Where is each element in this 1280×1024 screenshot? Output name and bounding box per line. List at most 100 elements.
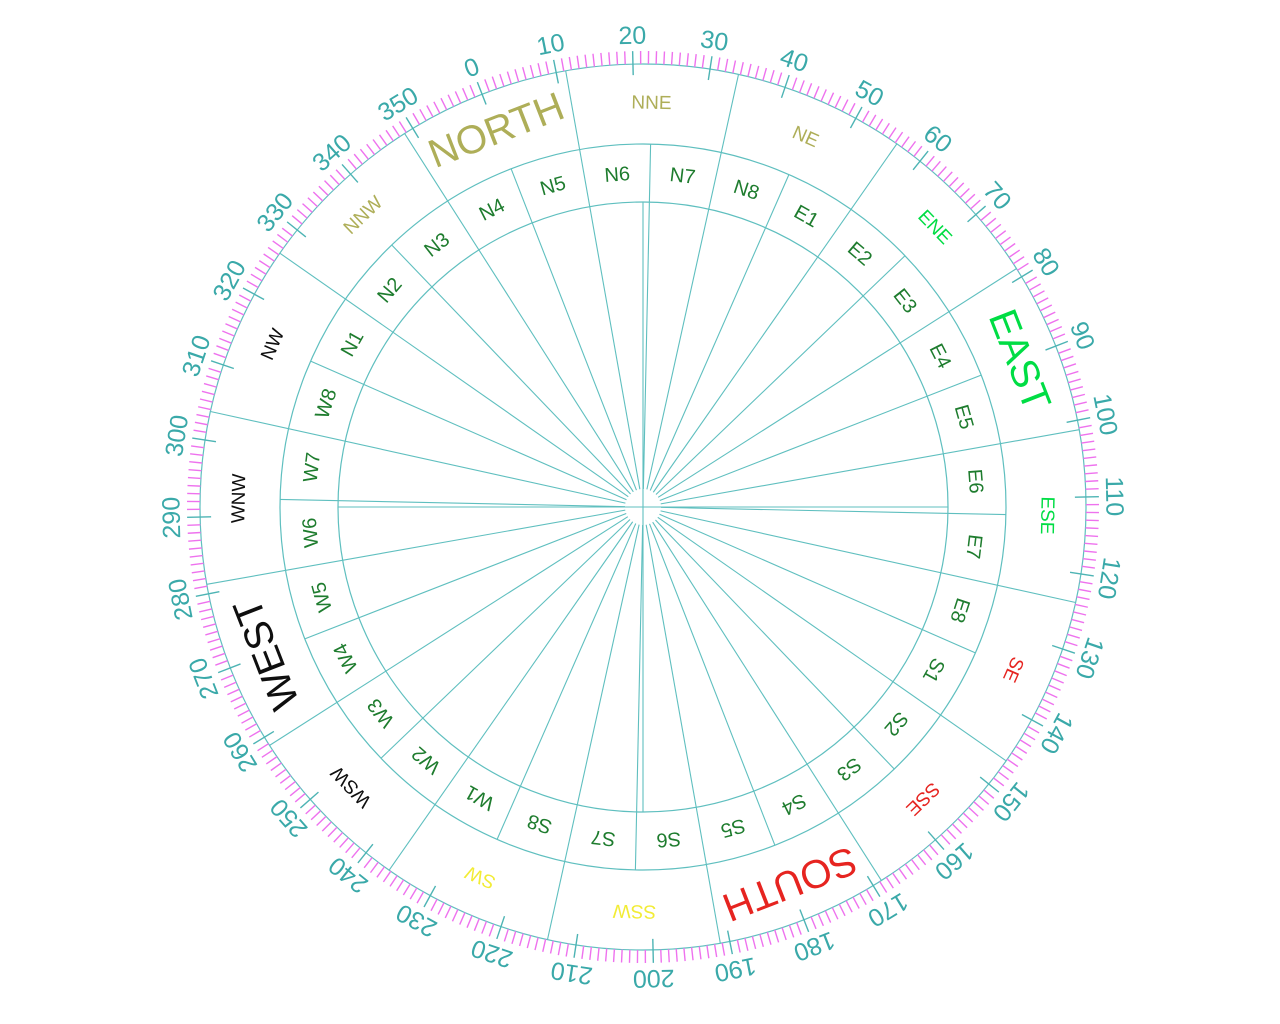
spoke (642, 144, 652, 490)
minor-tick (1060, 355, 1074, 362)
sector-label-s4: S4 (778, 789, 810, 820)
minor-tick (1081, 440, 1095, 444)
minor-tick (1025, 276, 1038, 285)
minor-tick (841, 99, 849, 112)
minor-tick (616, 51, 619, 65)
minor-tick (885, 876, 894, 889)
minor-tick (1070, 385, 1084, 391)
spoke (206, 509, 626, 585)
minor-tick (481, 921, 488, 934)
major-tick (217, 663, 241, 674)
minor-tick (514, 69, 520, 83)
minor-tick (382, 870, 392, 883)
minor-tick (852, 896, 860, 909)
sector-label-s1: S1 (918, 654, 949, 686)
minor-tick (305, 804, 316, 815)
minor-tick (1012, 256, 1025, 265)
spoke (652, 143, 898, 493)
major-tick (707, 56, 713, 81)
degree-label-30: 30 (698, 25, 730, 57)
minor-tick (1011, 752, 1023, 761)
minor-tick (1081, 565, 1095, 569)
major-tick (799, 909, 810, 933)
minor-tick (187, 531, 201, 534)
minor-tick (1085, 527, 1099, 530)
degree-label-350: 350 (373, 82, 423, 128)
minor-tick (225, 323, 238, 330)
spoke (646, 74, 740, 490)
minor-tick (203, 382, 217, 388)
minor-tick (198, 406, 211, 411)
minor-tick (894, 131, 904, 144)
degree-label-110: 110 (1100, 476, 1129, 516)
minor-tick (549, 940, 554, 954)
minor-tick (1034, 712, 1048, 720)
minor-tick (222, 330, 235, 337)
minor-tick (1075, 409, 1089, 414)
spoke (655, 519, 895, 770)
minor-tick (372, 139, 382, 151)
minor-tick (1075, 603, 1088, 608)
minor-tick (994, 230, 1007, 240)
minor-tick (560, 58, 565, 72)
minor-tick (1052, 333, 1066, 340)
minor-tick (848, 102, 856, 116)
minor-tick (798, 80, 805, 93)
minor-tick (948, 176, 959, 188)
major-tick (652, 938, 655, 963)
minor-tick (1079, 580, 1093, 585)
minor-tick (369, 861, 379, 874)
minor-tick (416, 891, 425, 904)
minor-tick (1071, 618, 1085, 624)
minor-tick (985, 217, 997, 227)
major-tick (631, 51, 634, 76)
sector-label-n7: N7 (669, 164, 697, 189)
minor-tick (231, 308, 245, 316)
sector-label-e3: E3 (889, 285, 921, 318)
minor-tick (223, 681, 237, 689)
minor-tick (363, 857, 373, 869)
minor-tick (1065, 370, 1079, 376)
major-tick (423, 885, 437, 908)
degree-label-190: 190 (712, 951, 758, 987)
minor-tick (1008, 249, 1021, 258)
major-tick (866, 875, 881, 897)
minor-tick (970, 199, 981, 210)
major-tick (1045, 340, 1069, 351)
minor-tick (831, 907, 839, 920)
minor-tick (904, 863, 914, 875)
minor-tick (910, 858, 920, 871)
major-tick (286, 221, 307, 238)
minor-tick (189, 554, 203, 558)
minor-tick (385, 129, 394, 142)
minor-tick (194, 585, 208, 590)
minor-tick (333, 832, 344, 843)
minor-tick (484, 79, 490, 92)
minor-tick (258, 260, 271, 269)
minor-tick (769, 70, 775, 83)
minor-tick (351, 847, 361, 859)
major-tick (927, 831, 945, 851)
major-tick (979, 776, 1000, 793)
minor-tick (690, 947, 694, 961)
minor-tick (859, 892, 867, 906)
minor-tick (940, 834, 951, 845)
degree-label-250: 250 (265, 793, 314, 843)
minor-tick (378, 134, 388, 146)
cardinal-label-sw: SW (462, 861, 499, 893)
minor-tick (620, 949, 623, 963)
minor-tick (827, 92, 835, 105)
cardinal-label-se: SE (998, 654, 1027, 686)
minor-tick (430, 898, 438, 912)
minor-tick (686, 53, 689, 67)
degree-label-50: 50 (850, 75, 888, 113)
minor-tick (291, 215, 303, 225)
minor-tick (1004, 242, 1016, 252)
major-tick (552, 59, 560, 84)
minor-tick (228, 315, 241, 323)
spoke (269, 516, 629, 746)
minor-tick (261, 749, 274, 758)
minor-tick (716, 57, 721, 71)
minor-tick (1036, 297, 1049, 305)
degree-label-20: 20 (618, 22, 646, 51)
